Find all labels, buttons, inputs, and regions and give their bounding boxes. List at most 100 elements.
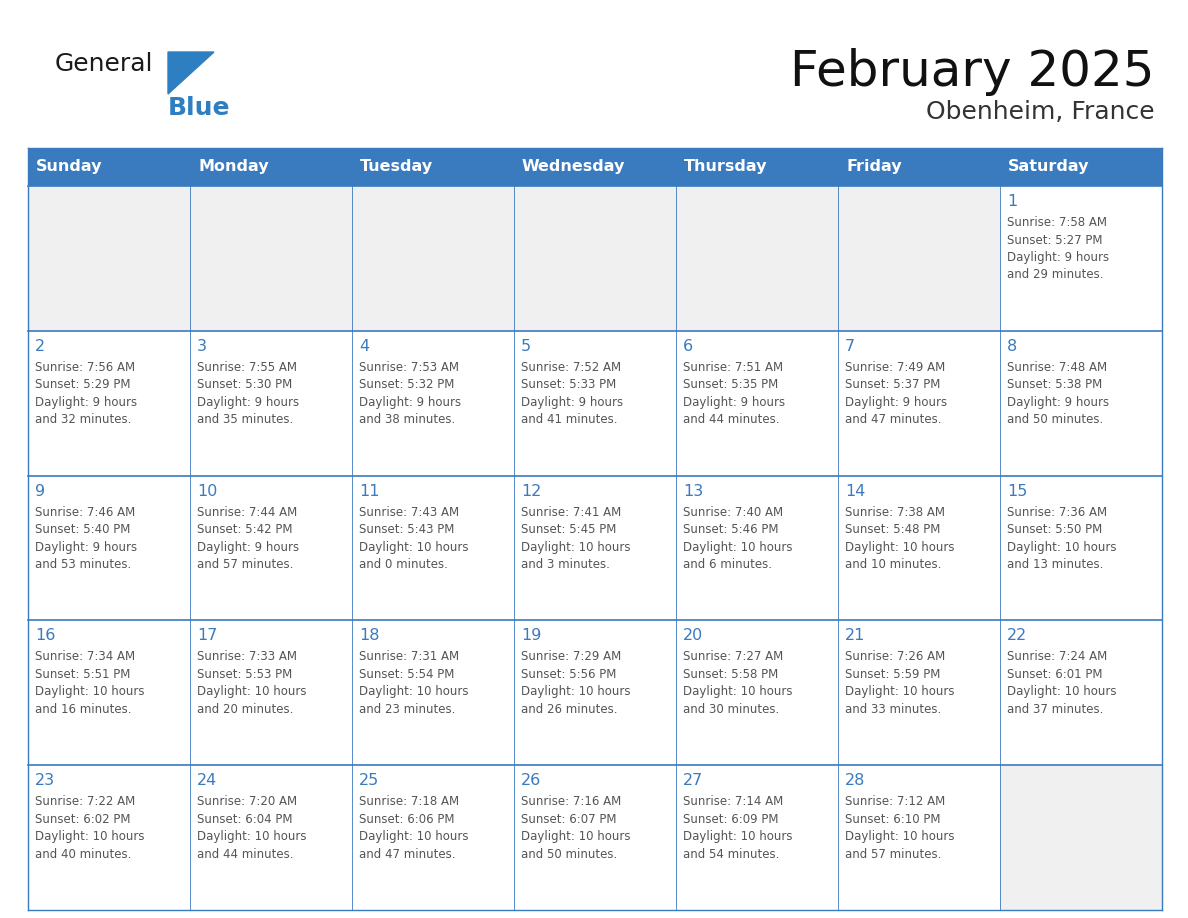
Bar: [514, 621, 676, 766]
Text: Blue: Blue: [168, 96, 230, 120]
Bar: [29, 621, 190, 766]
Text: Tuesday: Tuesday: [360, 160, 434, 174]
Text: 14: 14: [845, 484, 865, 498]
Text: Sunrise: 7:49 AM
Sunset: 5:37 PM
Daylight: 9 hours
and 47 minutes.: Sunrise: 7:49 AM Sunset: 5:37 PM Dayligh…: [845, 361, 947, 426]
Text: Sunrise: 7:44 AM
Sunset: 5:42 PM
Daylight: 9 hours
and 57 minutes.: Sunrise: 7:44 AM Sunset: 5:42 PM Dayligh…: [197, 506, 299, 571]
Text: 11: 11: [359, 484, 379, 498]
Text: 28: 28: [845, 773, 865, 789]
Text: 15: 15: [1007, 484, 1028, 498]
Text: Saturday: Saturday: [1007, 160, 1089, 174]
Bar: [1000, 148, 1162, 186]
Text: 26: 26: [522, 773, 542, 789]
Text: Sunrise: 7:14 AM
Sunset: 6:09 PM
Daylight: 10 hours
and 54 minutes.: Sunrise: 7:14 AM Sunset: 6:09 PM Dayligh…: [683, 795, 792, 861]
Text: Sunrise: 7:53 AM
Sunset: 5:32 PM
Daylight: 9 hours
and 38 minutes.: Sunrise: 7:53 AM Sunset: 5:32 PM Dayligh…: [359, 361, 461, 426]
Bar: [838, 621, 1000, 766]
Text: Sunrise: 7:36 AM
Sunset: 5:50 PM
Daylight: 10 hours
and 13 minutes.: Sunrise: 7:36 AM Sunset: 5:50 PM Dayligh…: [1007, 506, 1117, 571]
Bar: [676, 621, 838, 766]
Bar: [1000, 186, 1162, 330]
Bar: [676, 476, 838, 621]
Text: Sunrise: 7:51 AM
Sunset: 5:35 PM
Daylight: 9 hours
and 44 minutes.: Sunrise: 7:51 AM Sunset: 5:35 PM Dayligh…: [683, 361, 785, 426]
Bar: [29, 766, 190, 910]
Bar: [838, 330, 1000, 476]
Bar: [190, 186, 352, 330]
Bar: [190, 330, 352, 476]
Text: Sunrise: 7:31 AM
Sunset: 5:54 PM
Daylight: 10 hours
and 23 minutes.: Sunrise: 7:31 AM Sunset: 5:54 PM Dayligh…: [359, 650, 468, 716]
Text: 27: 27: [683, 773, 703, 789]
Polygon shape: [168, 52, 214, 94]
Text: Obenheim, France: Obenheim, France: [927, 100, 1155, 124]
Text: 18: 18: [359, 629, 379, 644]
Bar: [676, 330, 838, 476]
Text: 22: 22: [1007, 629, 1028, 644]
Text: Sunrise: 7:48 AM
Sunset: 5:38 PM
Daylight: 9 hours
and 50 minutes.: Sunrise: 7:48 AM Sunset: 5:38 PM Dayligh…: [1007, 361, 1110, 426]
Text: General: General: [55, 52, 153, 76]
Bar: [514, 476, 676, 621]
Text: Monday: Monday: [198, 160, 268, 174]
Bar: [352, 330, 514, 476]
Bar: [676, 766, 838, 910]
Bar: [838, 476, 1000, 621]
Bar: [352, 186, 514, 330]
Bar: [190, 766, 352, 910]
Text: 20: 20: [683, 629, 703, 644]
Text: Sunrise: 7:52 AM
Sunset: 5:33 PM
Daylight: 9 hours
and 41 minutes.: Sunrise: 7:52 AM Sunset: 5:33 PM Dayligh…: [522, 361, 624, 426]
Bar: [676, 148, 838, 186]
Text: 12: 12: [522, 484, 542, 498]
Bar: [352, 476, 514, 621]
Bar: [1000, 766, 1162, 910]
Text: Sunrise: 7:55 AM
Sunset: 5:30 PM
Daylight: 9 hours
and 35 minutes.: Sunrise: 7:55 AM Sunset: 5:30 PM Dayligh…: [197, 361, 299, 426]
Text: Sunrise: 7:12 AM
Sunset: 6:10 PM
Daylight: 10 hours
and 57 minutes.: Sunrise: 7:12 AM Sunset: 6:10 PM Dayligh…: [845, 795, 954, 861]
Bar: [29, 186, 190, 330]
Text: 16: 16: [34, 629, 56, 644]
Text: 3: 3: [197, 339, 207, 353]
Text: 24: 24: [197, 773, 217, 789]
Bar: [352, 148, 514, 186]
Text: Sunrise: 7:22 AM
Sunset: 6:02 PM
Daylight: 10 hours
and 40 minutes.: Sunrise: 7:22 AM Sunset: 6:02 PM Dayligh…: [34, 795, 145, 861]
Text: Wednesday: Wednesday: [522, 160, 625, 174]
Bar: [352, 766, 514, 910]
Text: Friday: Friday: [846, 160, 902, 174]
Text: Sunrise: 7:46 AM
Sunset: 5:40 PM
Daylight: 9 hours
and 53 minutes.: Sunrise: 7:46 AM Sunset: 5:40 PM Dayligh…: [34, 506, 137, 571]
Text: 5: 5: [522, 339, 531, 353]
Text: 10: 10: [197, 484, 217, 498]
Text: 17: 17: [197, 629, 217, 644]
Text: Sunrise: 7:24 AM
Sunset: 6:01 PM
Daylight: 10 hours
and 37 minutes.: Sunrise: 7:24 AM Sunset: 6:01 PM Dayligh…: [1007, 650, 1117, 716]
Text: Sunrise: 7:41 AM
Sunset: 5:45 PM
Daylight: 10 hours
and 3 minutes.: Sunrise: 7:41 AM Sunset: 5:45 PM Dayligh…: [522, 506, 631, 571]
Text: 7: 7: [845, 339, 855, 353]
Text: 25: 25: [359, 773, 379, 789]
Text: 8: 8: [1007, 339, 1017, 353]
Text: Sunrise: 7:27 AM
Sunset: 5:58 PM
Daylight: 10 hours
and 30 minutes.: Sunrise: 7:27 AM Sunset: 5:58 PM Dayligh…: [683, 650, 792, 716]
Bar: [1000, 476, 1162, 621]
Bar: [838, 148, 1000, 186]
Bar: [1000, 621, 1162, 766]
Bar: [190, 476, 352, 621]
Bar: [190, 621, 352, 766]
Text: Sunrise: 7:29 AM
Sunset: 5:56 PM
Daylight: 10 hours
and 26 minutes.: Sunrise: 7:29 AM Sunset: 5:56 PM Dayligh…: [522, 650, 631, 716]
Text: Sunrise: 7:40 AM
Sunset: 5:46 PM
Daylight: 10 hours
and 6 minutes.: Sunrise: 7:40 AM Sunset: 5:46 PM Dayligh…: [683, 506, 792, 571]
Text: 9: 9: [34, 484, 45, 498]
Text: Sunday: Sunday: [36, 160, 102, 174]
Text: Sunrise: 7:56 AM
Sunset: 5:29 PM
Daylight: 9 hours
and 32 minutes.: Sunrise: 7:56 AM Sunset: 5:29 PM Dayligh…: [34, 361, 137, 426]
Bar: [514, 330, 676, 476]
Text: Sunrise: 7:20 AM
Sunset: 6:04 PM
Daylight: 10 hours
and 44 minutes.: Sunrise: 7:20 AM Sunset: 6:04 PM Dayligh…: [197, 795, 307, 861]
Text: 13: 13: [683, 484, 703, 498]
Text: Thursday: Thursday: [684, 160, 767, 174]
Bar: [838, 766, 1000, 910]
Bar: [514, 186, 676, 330]
Text: Sunrise: 7:16 AM
Sunset: 6:07 PM
Daylight: 10 hours
and 50 minutes.: Sunrise: 7:16 AM Sunset: 6:07 PM Dayligh…: [522, 795, 631, 861]
Text: Sunrise: 7:38 AM
Sunset: 5:48 PM
Daylight: 10 hours
and 10 minutes.: Sunrise: 7:38 AM Sunset: 5:48 PM Dayligh…: [845, 506, 954, 571]
Text: 6: 6: [683, 339, 693, 353]
Bar: [514, 766, 676, 910]
Text: Sunrise: 7:26 AM
Sunset: 5:59 PM
Daylight: 10 hours
and 33 minutes.: Sunrise: 7:26 AM Sunset: 5:59 PM Dayligh…: [845, 650, 954, 716]
Bar: [29, 330, 190, 476]
Text: Sunrise: 7:33 AM
Sunset: 5:53 PM
Daylight: 10 hours
and 20 minutes.: Sunrise: 7:33 AM Sunset: 5:53 PM Dayligh…: [197, 650, 307, 716]
Text: Sunrise: 7:43 AM
Sunset: 5:43 PM
Daylight: 10 hours
and 0 minutes.: Sunrise: 7:43 AM Sunset: 5:43 PM Dayligh…: [359, 506, 468, 571]
Bar: [1000, 330, 1162, 476]
Text: Sunrise: 7:58 AM
Sunset: 5:27 PM
Daylight: 9 hours
and 29 minutes.: Sunrise: 7:58 AM Sunset: 5:27 PM Dayligh…: [1007, 216, 1110, 282]
Bar: [190, 148, 352, 186]
Bar: [29, 148, 190, 186]
Bar: [838, 186, 1000, 330]
Bar: [352, 621, 514, 766]
Text: 2: 2: [34, 339, 45, 353]
Text: 23: 23: [34, 773, 55, 789]
